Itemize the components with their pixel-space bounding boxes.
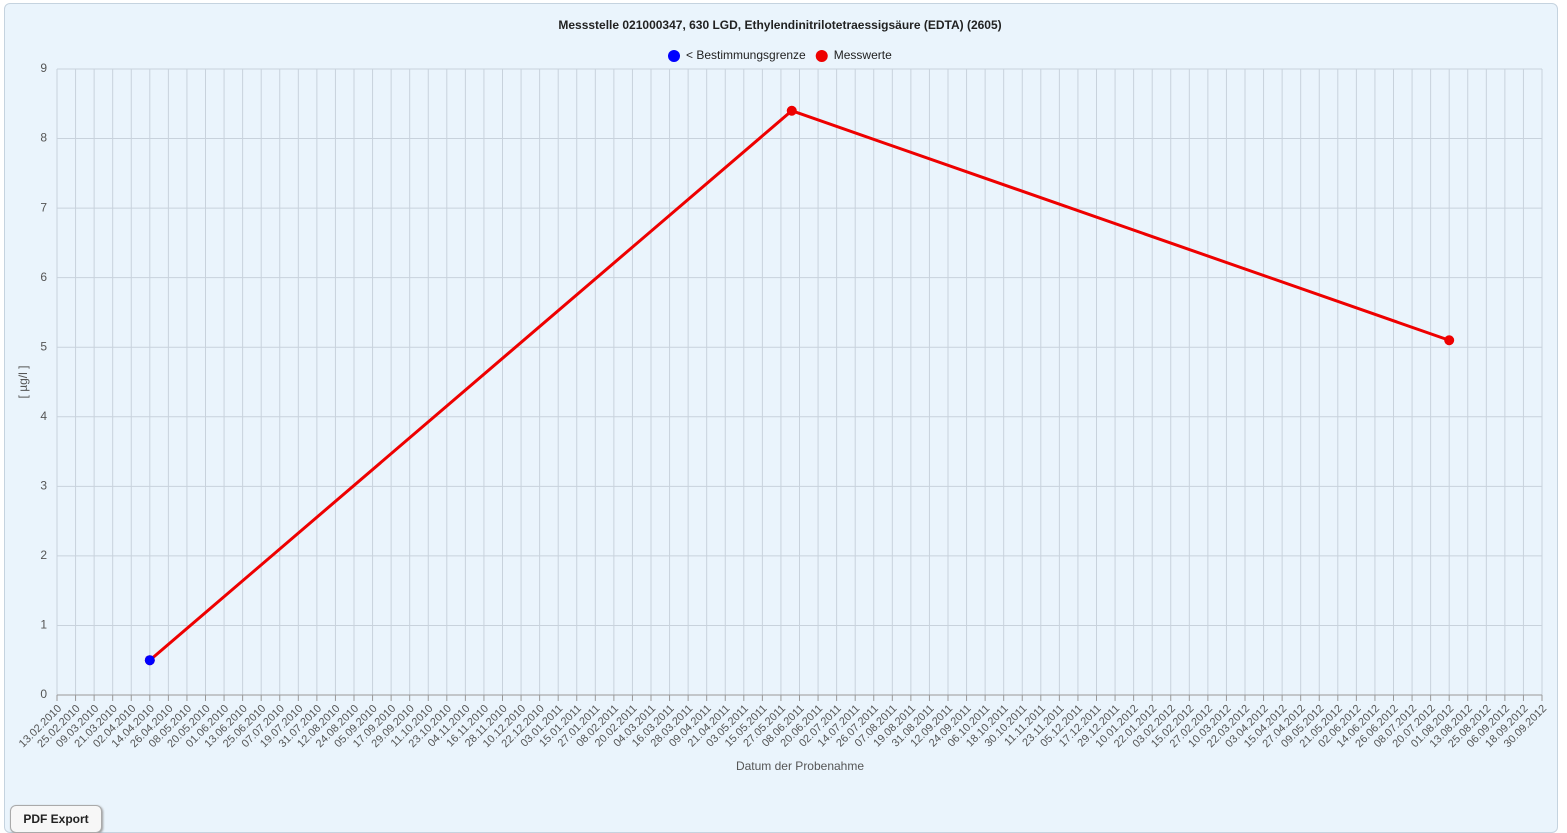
legend-marker	[668, 50, 680, 62]
x-axis-title: Datum der Probenahme	[736, 759, 864, 773]
y-tick-label: 9	[40, 61, 47, 75]
y-axis-title: [ µg/l ]	[16, 366, 30, 399]
y-tick-label: 8	[40, 131, 47, 145]
legend-label: < Bestimmungsgrenze	[686, 48, 806, 62]
pdf-export-button[interactable]: PDF Export	[10, 805, 102, 833]
data-point	[1444, 335, 1455, 346]
y-tick-label: 7	[40, 200, 47, 214]
y-tick-label: 3	[40, 479, 47, 493]
chart-title: Messstelle 021000347, 630 LGD, Ethylendi…	[558, 18, 1001, 32]
y-tick-label: 2	[40, 548, 47, 562]
legend-marker	[815, 50, 828, 62]
data-point	[786, 105, 797, 116]
legend-label: Messwerte	[834, 48, 892, 62]
y-tick-label: 6	[40, 270, 47, 284]
y-tick-label: 4	[40, 409, 47, 423]
y-tick-label: 0	[40, 687, 47, 701]
data-point	[144, 655, 155, 666]
y-tick-label: 5	[40, 339, 47, 353]
y-tick-label: 1	[40, 618, 47, 632]
